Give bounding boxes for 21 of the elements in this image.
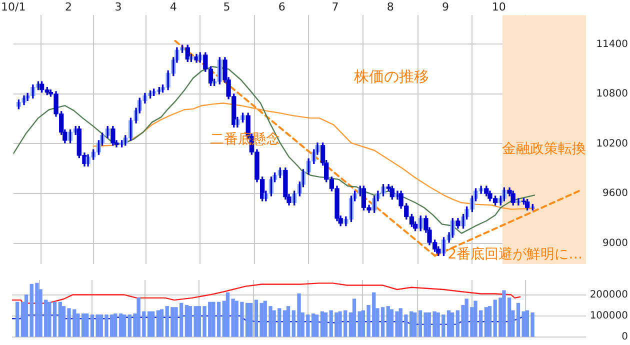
x-tick-label: 9 [442, 0, 450, 14]
x-tick-label: 8 [386, 0, 394, 14]
x-tick-label: 10 [492, 0, 506, 14]
text: 株価の推移 [352, 67, 429, 86]
x-tick-label: 5 [223, 0, 230, 14]
x-tick-label: 7 [332, 0, 339, 14]
x-tick-label: 4 [170, 0, 177, 14]
x-tick-label: 3 [114, 0, 122, 14]
y-tick-label: 11400 [596, 38, 628, 50]
y-tick-label: 200000 [590, 289, 628, 300]
x-tick-label: 6 [278, 0, 286, 14]
annotation: 2番底回避が鮮明に… [448, 246, 583, 263]
y-tick-label: 0 [622, 332, 628, 343]
y-tick-label: 100000 [590, 310, 628, 322]
y-tick-label: 10200 [596, 138, 628, 150]
y-tick-label: 9600 [602, 188, 628, 200]
band-label: 金融政策転換 [502, 141, 586, 158]
y-tick-label: 9000 [602, 238, 628, 249]
x-tick-label: 10/1 [1, 0, 26, 14]
x-tick-label: 2 [64, 0, 72, 14]
y-tick-label: 10800 [596, 88, 628, 100]
